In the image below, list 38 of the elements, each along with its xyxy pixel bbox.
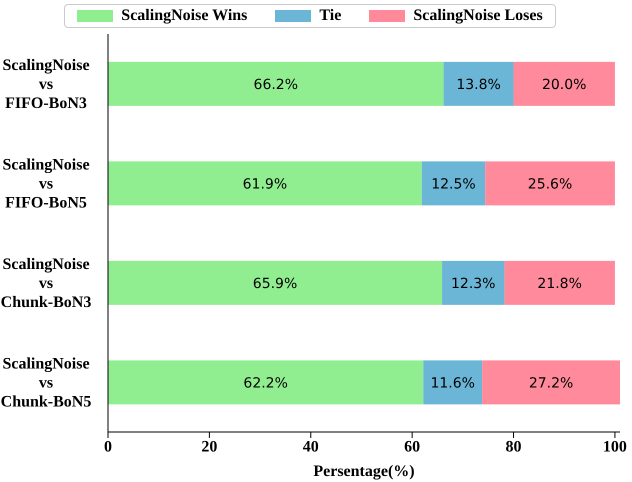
data-label: 11.6% xyxy=(430,375,475,392)
legend-label: ScalingNoise Wins xyxy=(121,7,248,25)
data-label: 65.9% xyxy=(252,276,298,292)
data-label: 13.8% xyxy=(456,76,501,93)
bar xyxy=(504,260,615,305)
x-axis-title: Persentage(%) xyxy=(313,463,415,480)
data-label: 61.9% xyxy=(242,176,288,192)
x-tick-label: 100 xyxy=(602,438,627,456)
bar xyxy=(108,260,442,305)
data-label: 21.8% xyxy=(537,276,582,292)
y-tick-label: ScalingNoise vs Chunk-BoN3 xyxy=(0,256,92,311)
x-tick-label: 60 xyxy=(404,438,420,456)
legend-label: ScalingNoise Loses xyxy=(413,7,543,25)
bar xyxy=(482,360,620,404)
y-tick-label: ScalingNoise vs FIFO-BoN3 xyxy=(2,56,90,112)
x-tick-label: 40 xyxy=(302,438,319,456)
data-label: 27.2% xyxy=(528,375,574,392)
bar xyxy=(444,62,514,106)
bar xyxy=(442,260,504,305)
y-tick-label: ScalingNoise vs Chunk-BoN5 xyxy=(0,355,92,410)
bar xyxy=(108,62,444,106)
bar xyxy=(514,62,615,106)
data-label: 20.0% xyxy=(542,76,586,93)
data-label: 66.2% xyxy=(254,76,298,93)
legend-label: Tie xyxy=(319,7,342,25)
data-label: 25.6% xyxy=(528,176,572,192)
bar xyxy=(485,161,615,206)
bar xyxy=(108,360,424,404)
data-label: 12.5% xyxy=(431,176,476,192)
x-tick-label: 20 xyxy=(201,438,218,456)
bar xyxy=(108,161,422,206)
data-label: 62.2% xyxy=(243,375,288,392)
data-label: 12.3% xyxy=(451,276,496,292)
bar xyxy=(422,161,486,206)
y-tick-label: ScalingNoise vs FIFO-BoN5 xyxy=(2,156,90,212)
x-tick-label: 80 xyxy=(506,438,522,456)
x-tick-label: 0 xyxy=(104,438,112,456)
bar xyxy=(423,360,482,404)
